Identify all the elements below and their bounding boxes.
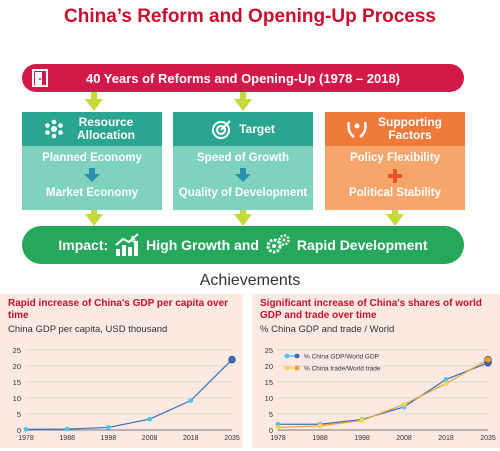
arrow-down-icon xyxy=(85,214,103,226)
x-tick-label: 1978 xyxy=(270,435,286,442)
data-point xyxy=(401,402,407,407)
impact-text-2: Rapid Development xyxy=(296,237,428,253)
data-point xyxy=(228,355,236,364)
data-point xyxy=(275,425,281,430)
page-title: China’s Reform and Opening-Up Process xyxy=(64,6,436,27)
box-title: Target xyxy=(239,121,275,136)
x-tick-label: 2035 xyxy=(224,435,240,442)
y-tick-label: 10 xyxy=(265,394,273,403)
x-tick-label: 1978 xyxy=(18,435,34,442)
box-top-text: Planned Economy xyxy=(42,152,142,164)
data-point xyxy=(147,416,153,422)
series-line xyxy=(25,359,233,430)
box-top-text: Policy Flexibility xyxy=(349,152,441,164)
chart-title: Rapid increase of China's GDP per capita… xyxy=(8,298,229,321)
legend-marker xyxy=(284,365,290,371)
box-bottom-text: Political Stability xyxy=(348,187,442,199)
impact-bar: Impact: $ High Growth and Rapid Developm… xyxy=(22,226,464,264)
data-point xyxy=(317,423,323,429)
legend-label: % China trade/World trade xyxy=(304,366,381,373)
box-bottom-text: Quality of Development xyxy=(178,187,308,199)
y-tick-label: 20 xyxy=(13,362,21,371)
data-point xyxy=(484,355,492,364)
chart-title: Significant increase of China's shares o… xyxy=(260,298,482,321)
legend-marker xyxy=(284,353,290,359)
chart-ylabel: % China GDP and trade / World xyxy=(260,324,395,335)
door-icon xyxy=(32,69,48,87)
y-tick-label: 5 xyxy=(17,410,21,419)
data-point xyxy=(443,377,449,382)
arrow-stem xyxy=(91,210,97,216)
gdp-per-capita-chart: 0 5 10 15 20 25 1978 1988 1998 2008 2018 2035 xyxy=(13,346,240,442)
y-tick-label: 15 xyxy=(13,378,21,387)
box-header: Resource Allocation xyxy=(22,112,162,146)
data-point xyxy=(64,426,70,432)
y-tick-label: 20 xyxy=(265,362,273,371)
arrow-down-icon xyxy=(84,168,100,182)
reform-banner: 40 Years of Reforms and Opening-Up (1978… xyxy=(22,64,464,92)
y-tick-label: 25 xyxy=(265,346,273,355)
x-tick-label: 1998 xyxy=(354,435,370,442)
impact-text-1: High Growth and xyxy=(146,237,259,253)
x-tick-label: 2008 xyxy=(142,435,158,442)
legend-marker xyxy=(294,365,300,371)
x-tick-label: 1988 xyxy=(59,435,75,442)
arrow-stem xyxy=(392,210,398,216)
svg-text:$: $ xyxy=(131,235,136,244)
y-tick-label: 5 xyxy=(269,410,273,419)
data-point xyxy=(443,381,449,386)
series-line xyxy=(277,359,489,429)
data-point xyxy=(359,418,365,423)
impact-label: Impact: xyxy=(58,237,109,253)
y-tick-label: 10 xyxy=(13,394,21,403)
x-tick-label: 1988 xyxy=(312,435,328,442)
box-supporting-factors: Supporting Factors Policy Flexibility Po… xyxy=(325,112,465,210)
arrow-down-icon xyxy=(386,214,404,226)
target-icon xyxy=(212,120,231,139)
y-tick-label: 25 xyxy=(13,346,21,355)
box-bottom-text: Market Economy xyxy=(45,187,139,199)
gears-icon xyxy=(266,234,290,254)
arrow-stem xyxy=(240,92,246,100)
data-point xyxy=(106,425,111,430)
x-tick-label: 2008 xyxy=(396,435,412,442)
data-point xyxy=(188,398,194,403)
legend-marker xyxy=(294,353,300,359)
snowflake-icon xyxy=(45,119,63,139)
box-title: Resource Allocation xyxy=(76,115,135,142)
y-tick-label: 0 xyxy=(17,426,21,435)
growth-chart-icon: $ xyxy=(115,233,139,256)
achievements-heading: Achievements xyxy=(199,272,301,289)
box-header: Supporting Factors xyxy=(325,112,465,146)
x-tick-label: 2018 xyxy=(183,435,199,442)
chart-ylabel: China GDP per capita, USD thousand xyxy=(8,324,168,335)
data-point xyxy=(23,426,29,432)
y-tick-label: 0 xyxy=(269,426,273,435)
x-tick-label: 1998 xyxy=(101,435,117,442)
x-tick-label: 2018 xyxy=(438,435,454,442)
arrow-stem xyxy=(240,210,246,216)
chart-panel-gdp-per-capita: Rapid increase of China's GDP per capita… xyxy=(0,294,243,448)
arrow-down-icon xyxy=(235,168,251,182)
box-target: Target Speed of Growth Quality of Develo… xyxy=(173,112,313,210)
box-top-text: Speed of Growth xyxy=(197,152,289,164)
box-header: Target xyxy=(173,112,313,146)
arrow-down-icon xyxy=(234,99,252,111)
arrow-stem xyxy=(91,92,97,100)
world-share-chart: 0 5 10 15 20 25 1978 1988 1998 2008 2018 2035 % Chin… xyxy=(265,346,496,442)
legend-label: % China GDP/World GDP xyxy=(304,354,379,361)
arrow-down-icon xyxy=(85,99,103,111)
chart-panel-world-share: Significant increase of China's shares o… xyxy=(252,294,500,448)
x-tick-label: 2035 xyxy=(480,435,496,442)
box-resource-allocation: Resource Allocation Planned Economy Mark… xyxy=(22,112,162,210)
y-tick-label: 15 xyxy=(265,378,273,387)
series-line xyxy=(278,362,489,425)
arrow-down-icon xyxy=(234,214,252,226)
hands-icon xyxy=(347,121,367,139)
banner-label: 40 Years of Reforms and Opening-Up (1978… xyxy=(85,70,401,86)
box-title: Supporting Factors xyxy=(378,115,442,142)
plus-icon xyxy=(388,169,402,183)
